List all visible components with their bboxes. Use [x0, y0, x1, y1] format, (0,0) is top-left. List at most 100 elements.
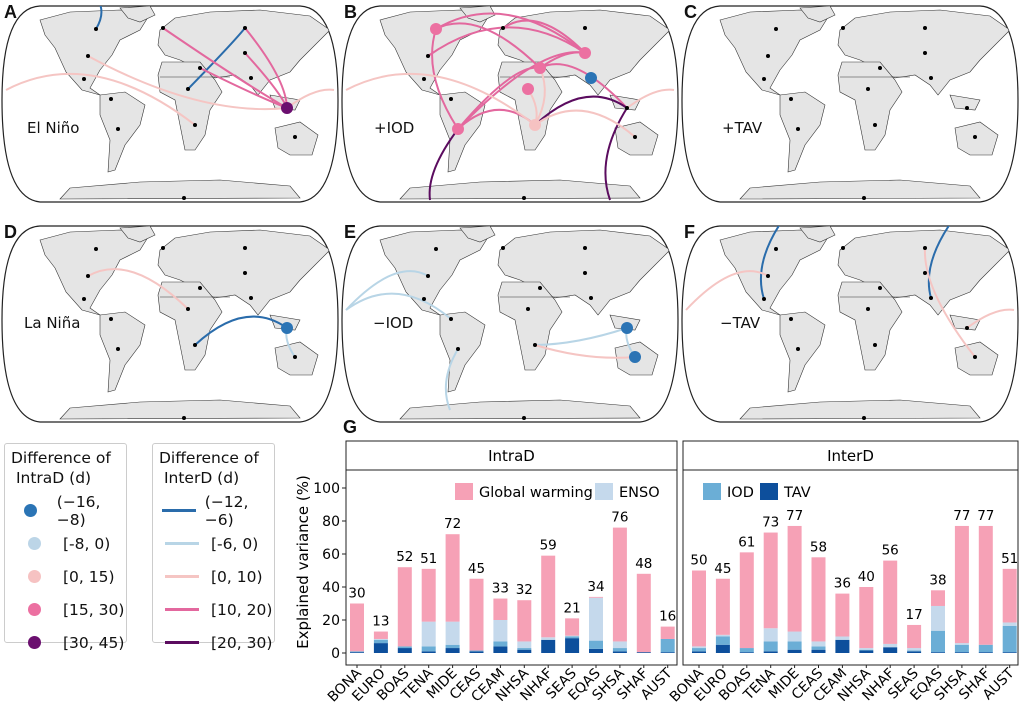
facet-strip	[682, 440, 1019, 471]
x-tick-label: AUST	[638, 665, 676, 703]
bar-segment-enso	[692, 646, 706, 649]
world-map	[341, 225, 679, 423]
legend-swatch	[5, 570, 63, 583]
land-mass	[949, 94, 981, 111]
legend-item: [-6, 0)	[153, 527, 274, 560]
bar-segment-tav	[954, 652, 969, 653]
land-mass	[739, 399, 981, 420]
land-mass	[439, 311, 486, 393]
bar-segment-iod	[811, 646, 826, 650]
map-content	[5, 6, 335, 200]
panel-letter: C	[684, 2, 697, 22]
region-dot	[193, 123, 197, 127]
bar-segment-global-warming	[541, 555, 556, 638]
region-dot	[929, 296, 933, 300]
bar-segment-iod	[954, 644, 969, 653]
bar-segment-enso	[763, 628, 778, 642]
teleconnection-link	[539, 63, 628, 109]
region-dot	[929, 76, 933, 80]
map-label: +IOD	[374, 119, 415, 137]
teleconnection-link	[95, 6, 103, 30]
region-dot	[633, 135, 637, 139]
region-dot	[243, 51, 247, 55]
region-dot	[116, 347, 120, 351]
x-tick-label: CEAM	[810, 666, 850, 706]
bar-segment-enso	[931, 605, 945, 631]
bar-segment-tav	[636, 652, 651, 653]
bar-segment-tav	[565, 638, 580, 653]
x-tick-label: EURO	[349, 666, 388, 705]
bar-segment-iod	[469, 650, 484, 652]
region-dot	[422, 77, 426, 81]
legend-item: [0, 15)	[5, 560, 126, 593]
legend-item: [20, 30)	[153, 626, 274, 659]
bar-total-label: 34	[587, 579, 604, 595]
legend-label: [15, 30)	[63, 600, 125, 619]
teleconnection-link	[345, 270, 429, 311]
land-mass	[119, 226, 156, 243]
region-dot	[293, 355, 297, 359]
panel-letter: D	[4, 222, 17, 242]
bar-segment-enso	[541, 637, 556, 640]
map-panel-d: D La Niña	[0, 220, 340, 430]
bar-segment-tav	[517, 649, 532, 653]
region-dot	[762, 77, 766, 81]
map-label: −IOD	[373, 314, 414, 332]
region-dot	[965, 106, 969, 110]
map-content	[39, 226, 331, 420]
bar-segment-enso	[907, 648, 922, 651]
legend-swatch	[153, 542, 211, 545]
legend-swatch	[5, 537, 63, 550]
legend-title: Difference of IntraD (d)	[11, 448, 126, 488]
region-dot	[182, 416, 186, 420]
line-marker-icon	[165, 608, 199, 611]
region-dot	[538, 286, 542, 290]
region-dot	[766, 54, 770, 58]
land-mass	[497, 61, 563, 151]
region-dot	[873, 123, 877, 127]
map-content	[719, 6, 1011, 200]
bar-segment-global-warming	[636, 573, 651, 653]
bar-segment-iod	[763, 641, 778, 652]
bar-segment-tav	[763, 651, 778, 653]
bar-segment-enso	[859, 648, 874, 650]
bar-segment-enso	[612, 641, 627, 649]
region-node	[281, 322, 293, 334]
bar-segment-global-warming	[763, 532, 778, 629]
bar-total-label: 45	[468, 561, 485, 577]
bar-segment-global-warming	[565, 618, 580, 636]
x-tick-label: BOAS	[716, 665, 755, 704]
legend-item: [0, 10)	[153, 560, 274, 593]
region-dot	[94, 27, 98, 31]
bar-total-label: 38	[929, 572, 946, 588]
region-dot	[501, 26, 505, 30]
bar-segment-iod	[565, 636, 580, 639]
legend-swatch	[703, 483, 721, 500]
bar-segment-global-warming	[787, 525, 802, 632]
bar-segment-iod	[350, 651, 364, 653]
bar-segment-tav	[493, 646, 508, 653]
x-tick-label: BOAS	[374, 665, 413, 704]
bar-total-label: 58	[810, 539, 827, 555]
teleconnection-link	[685, 270, 769, 311]
bar-segment-iod	[931, 630, 945, 653]
legend-swatch	[5, 636, 63, 649]
region-dot	[501, 246, 505, 250]
teleconnection-link	[604, 107, 628, 201]
bar-segment-global-warming	[978, 525, 993, 645]
x-tick-label: CEAM	[468, 666, 508, 706]
teleconnection-link	[435, 12, 586, 54]
region-dot	[973, 355, 977, 359]
bar-segment-global-warming	[859, 587, 874, 649]
land-mass	[399, 399, 641, 420]
dot-marker-icon	[27, 537, 41, 550]
legend-title: Difference of InterD (d)	[159, 448, 274, 488]
bar-total-label: 72	[444, 516, 461, 532]
y-tick-label: 60	[322, 547, 340, 563]
land-mass	[119, 6, 156, 23]
region-node	[621, 322, 633, 334]
bar-segment-tav	[739, 652, 754, 653]
teleconnection-link	[427, 26, 586, 57]
y-tick-label: 20	[322, 613, 340, 629]
bar-total-label: 61	[738, 534, 755, 550]
